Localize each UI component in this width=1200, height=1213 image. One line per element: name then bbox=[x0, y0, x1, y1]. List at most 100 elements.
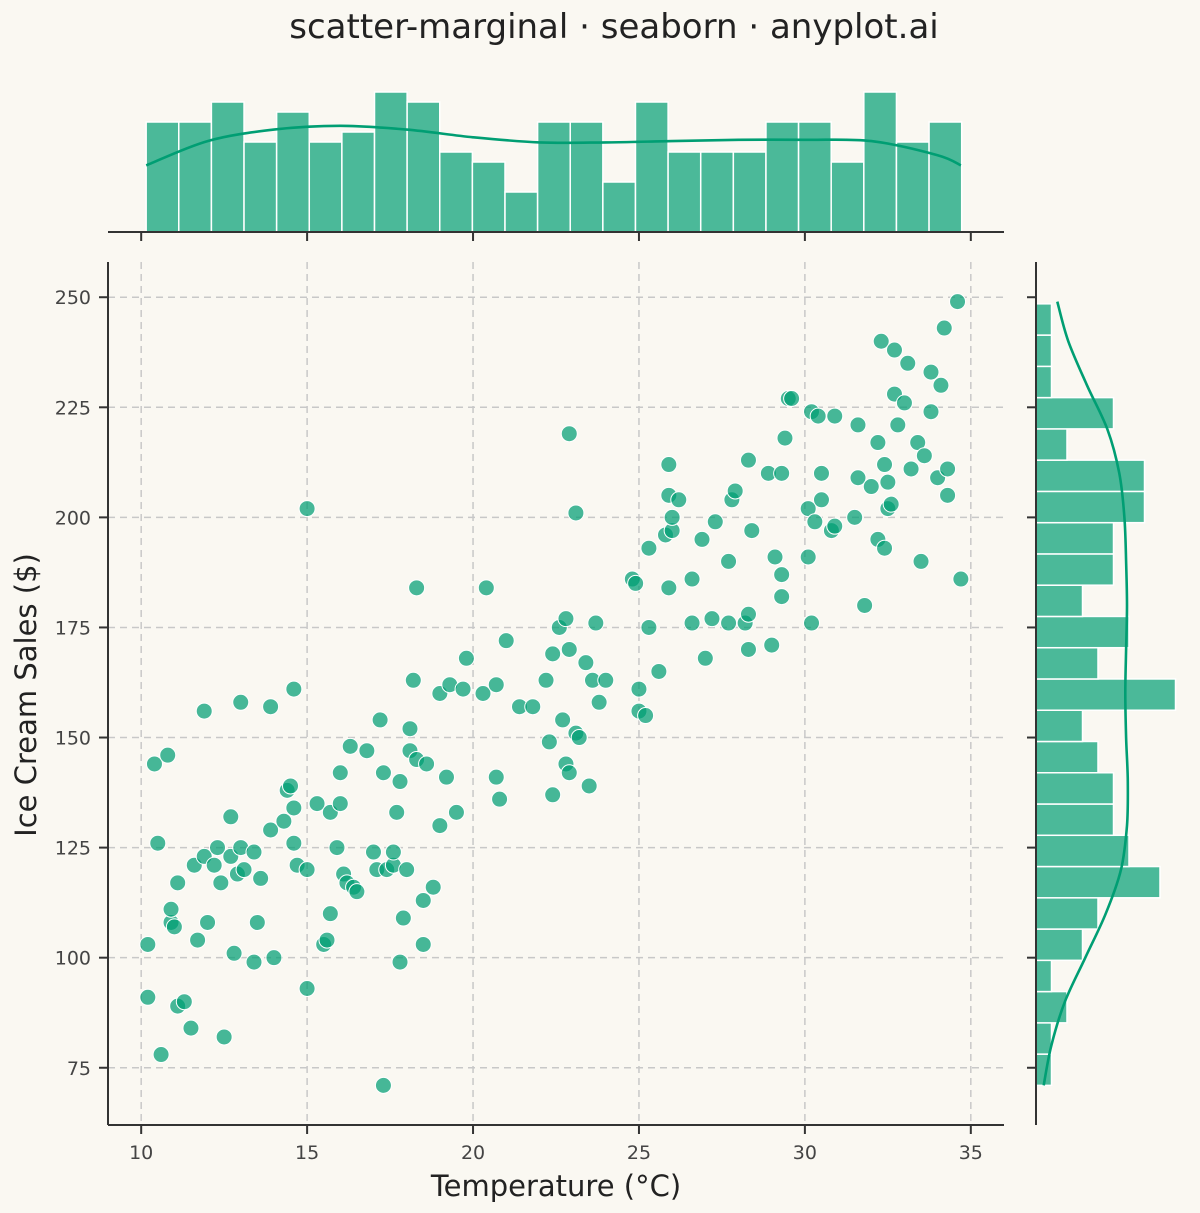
data-point bbox=[408, 579, 426, 597]
x-tick-label: 35 bbox=[959, 1142, 983, 1164]
top-hist-bar bbox=[634, 101, 669, 233]
top-hist-bar bbox=[863, 91, 898, 233]
data-point bbox=[560, 640, 578, 658]
data-point bbox=[474, 685, 492, 702]
data-point bbox=[152, 1046, 170, 1064]
data-point bbox=[199, 913, 217, 931]
data-point bbox=[876, 456, 894, 474]
top-hist-bar bbox=[667, 151, 702, 233]
top-hist-bar bbox=[830, 161, 865, 233]
y-tick-label: 125 bbox=[55, 838, 91, 860]
y-tick-label: 75 bbox=[67, 1058, 91, 1080]
data-point bbox=[371, 711, 389, 729]
data-point bbox=[640, 539, 658, 557]
data-point bbox=[882, 495, 900, 513]
chart-title: scatter-marginal · seaborn · anyplot.ai bbox=[289, 7, 938, 47]
x-tick-label: 30 bbox=[793, 1142, 817, 1164]
data-point bbox=[205, 856, 223, 874]
data-point bbox=[630, 680, 648, 698]
data-point bbox=[384, 843, 402, 861]
data-point bbox=[660, 456, 678, 474]
data-point bbox=[491, 790, 509, 808]
data-point bbox=[560, 764, 578, 782]
data-point bbox=[424, 878, 442, 896]
data-point bbox=[809, 407, 827, 425]
data-point bbox=[245, 843, 263, 861]
data-point bbox=[331, 795, 349, 813]
data-point bbox=[856, 596, 874, 614]
data-point bbox=[544, 645, 562, 663]
data-point bbox=[590, 693, 608, 711]
data-point bbox=[331, 764, 349, 782]
data-point bbox=[159, 746, 177, 764]
data-point bbox=[683, 570, 701, 588]
data-point bbox=[849, 469, 867, 487]
y-tick-label: 100 bbox=[55, 948, 91, 970]
top-hist-bar bbox=[178, 121, 213, 233]
data-point bbox=[939, 460, 957, 478]
data-point bbox=[806, 513, 824, 531]
top-hist-bar bbox=[504, 191, 539, 233]
data-point bbox=[285, 799, 303, 817]
data-point bbox=[812, 491, 830, 509]
data-point bbox=[182, 1019, 200, 1037]
data-point bbox=[282, 777, 300, 795]
data-point bbox=[637, 707, 655, 725]
data-point bbox=[524, 698, 542, 716]
data-point bbox=[391, 953, 409, 971]
top-hist-bar bbox=[602, 181, 637, 233]
top-hist-bar bbox=[308, 141, 343, 233]
right-hist-bar bbox=[1035, 678, 1177, 711]
data-point bbox=[437, 768, 455, 786]
data-point bbox=[557, 610, 575, 628]
data-point bbox=[162, 900, 180, 918]
data-point bbox=[298, 500, 316, 518]
data-point bbox=[803, 614, 821, 632]
data-point bbox=[597, 671, 615, 689]
data-point bbox=[640, 618, 658, 636]
data-point bbox=[308, 795, 326, 813]
data-point bbox=[915, 447, 933, 465]
data-point bbox=[869, 434, 887, 452]
data-point bbox=[650, 662, 668, 680]
data-point bbox=[952, 570, 970, 588]
data-point bbox=[812, 464, 830, 482]
right-hist-bar bbox=[1035, 772, 1115, 805]
grid-lines bbox=[108, 262, 1004, 1125]
data-point bbox=[165, 918, 183, 936]
data-point bbox=[414, 891, 432, 909]
data-point bbox=[252, 869, 270, 887]
x-tick-label: 25 bbox=[627, 1142, 651, 1164]
data-point bbox=[773, 588, 791, 606]
right-hist-bar bbox=[1035, 834, 1130, 868]
x-tick-label: 20 bbox=[461, 1142, 485, 1164]
data-point bbox=[889, 416, 907, 434]
data-point bbox=[175, 993, 193, 1011]
data-point bbox=[318, 931, 336, 949]
data-point bbox=[849, 416, 867, 434]
data-point bbox=[703, 610, 721, 628]
top-hist-bar bbox=[928, 121, 963, 233]
y-tick-label: 175 bbox=[55, 617, 91, 639]
data-point bbox=[660, 579, 678, 597]
data-point bbox=[245, 953, 263, 971]
top-hist-bar bbox=[471, 161, 506, 233]
data-point bbox=[720, 614, 738, 632]
top-hist-bar bbox=[341, 131, 376, 233]
top-hist-bar bbox=[243, 141, 278, 233]
data-point bbox=[846, 508, 864, 526]
data-point bbox=[743, 522, 761, 540]
right-hist-bar bbox=[1035, 303, 1053, 336]
right-hist-bar bbox=[1035, 490, 1146, 524]
scatter-points bbox=[139, 293, 970, 1094]
data-point bbox=[275, 812, 293, 830]
data-point bbox=[739, 640, 757, 658]
top-hist-bar bbox=[373, 91, 408, 233]
top-hist-bar bbox=[569, 121, 604, 233]
y-tick-label: 250 bbox=[55, 287, 91, 309]
data-point bbox=[739, 605, 757, 623]
data-point bbox=[262, 698, 280, 716]
data-point bbox=[195, 702, 213, 720]
right-hist-bar bbox=[1035, 459, 1146, 493]
top-hist-bar bbox=[275, 111, 311, 233]
